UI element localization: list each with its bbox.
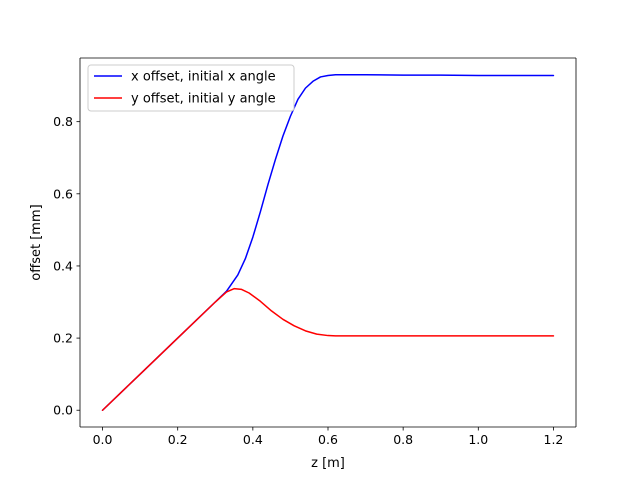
- legend-entry: x offset, initial x angle: [94, 70, 276, 85]
- ticks: 0.0 0.2 0.4 0.6 0.8 1.0 1.2 0.0 0.2 0.4 0.6 0.8: [53, 114, 563, 447]
- y-tick-label: 0.8: [53, 114, 73, 129]
- legend-label: y offset, initial y angle: [131, 92, 276, 107]
- y-axis-label: offset [mm]: [29, 204, 44, 280]
- axes: [79, 57, 577, 428]
- legend-entry: y offset, initial y angle: [94, 92, 276, 107]
- series-line-0: [101, 74, 555, 411]
- y-tick-label: 0.2: [53, 331, 73, 346]
- x-tick-label: 0.4: [243, 432, 263, 447]
- x-tick-label: 0.8: [393, 432, 413, 447]
- y-tick-label: 0.4: [53, 258, 73, 273]
- x-axis-label: z [m]: [311, 456, 345, 471]
- series-layer: [101, 74, 555, 411]
- legend-box: [87, 64, 295, 112]
- y-tick-label: 0.0: [53, 403, 73, 418]
- legend: x offset, initial x angle y offset, init…: [87, 64, 295, 112]
- y-tick-label: 0.6: [53, 186, 73, 201]
- x-tick-label: 0.2: [168, 432, 188, 447]
- x-tick-label: 0.6: [318, 432, 338, 447]
- x-tick-label: 0.0: [93, 432, 113, 447]
- x-tick-label: 1.2: [544, 432, 564, 447]
- legend-label: x offset, initial x angle: [131, 70, 276, 85]
- x-tick-label: 1.0: [468, 432, 488, 447]
- series-line-1: [101, 287, 555, 411]
